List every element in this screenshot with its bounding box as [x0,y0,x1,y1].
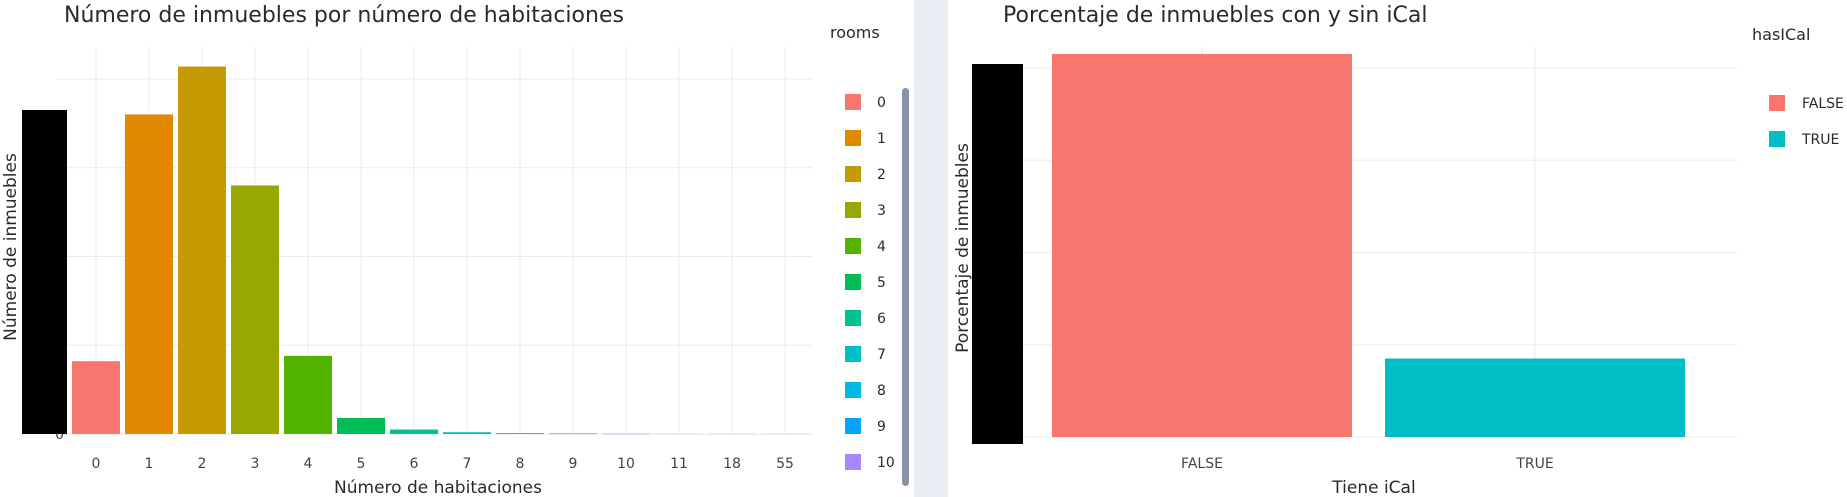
legend-swatch [845,238,861,254]
x-tick-label: 10 [617,456,635,472]
legend-label: 2 [877,167,886,183]
x-tick-label: 11 [670,456,688,472]
legend-item-7[interactable]: 7 [845,346,886,363]
legend-swatch [845,382,861,398]
legend-label: 0 [877,95,886,111]
x-axis-title: Tiene iCal [1331,478,1415,497]
bar-rooms-11[interactable] [655,433,703,435]
bar-rooms-18[interactable] [708,433,756,435]
legend-swatch [1769,95,1785,111]
bar-rooms-9[interactable] [549,433,597,435]
legend-swatch [1769,131,1785,147]
legend-swatch [845,94,861,110]
legend-label: 6 [877,311,886,327]
ical-chart: Porcentaje de inmuebles con y sin iCal F… [953,3,1844,497]
chart-title: Número de inmuebles por número de habita… [64,3,624,28]
x-tick-label: 2 [198,456,207,472]
legend-label: TRUE [1801,132,1839,148]
legend-label: 10 [877,455,895,471]
x-tick-label: 55 [776,456,794,472]
x-tick-labels: 0 1 2 3 4 5 6 7 8 9 10 11 18 55 [92,456,794,472]
legend-item-4[interactable]: 4 [845,238,886,255]
bar-rooms-2[interactable] [178,66,226,434]
x-tick-label: 18 [723,456,741,472]
bar-ical-TRUE[interactable] [1385,358,1685,437]
bar-rooms-4[interactable] [284,355,332,434]
x-tick-label: 9 [569,456,578,472]
legend-item-9[interactable]: 9 [845,418,886,435]
bar-rooms-5[interactable] [337,418,385,434]
bar-rooms-1[interactable] [125,114,173,435]
legend-item-2[interactable]: 2 [845,166,886,183]
bar-rooms-7[interactable] [443,432,491,434]
legend-title: hasICal [1752,25,1810,44]
legend-swatch [845,454,861,470]
legend-items: FALSE TRUE [1769,95,1844,148]
legend-swatch [845,346,861,362]
x-tick-label: 4 [304,456,313,472]
legend-swatch [845,166,861,182]
rooms-chart: Número de inmuebles por número de habita… [1,3,909,497]
bar-group [72,66,809,435]
y-axis-title: Porcentaje de inmuebles [953,143,973,353]
y-tick-labels: 0 [55,427,64,443]
bar-ical-FALSE[interactable] [1052,53,1352,438]
legend-item-5[interactable]: 5 [845,274,886,291]
legend-label: 4 [877,239,886,255]
legend-swatch [845,130,861,146]
legend-swatch [845,418,861,434]
bar-group [1052,53,1685,438]
legend-item-10[interactable]: 10 [845,454,895,471]
legend-item-1[interactable]: 1 [845,130,886,147]
legend-swatch [845,202,861,218]
legend-title: rooms [830,23,880,42]
y-axis-title: Número de inmuebles [1,153,21,341]
x-tick-label: 8 [516,456,525,472]
legend-item-8[interactable]: 8 [845,382,886,399]
x-tick-label: 5 [357,456,366,472]
bar-rooms-6[interactable] [390,429,438,434]
x-tick-label: 3 [251,456,260,472]
y-axis-redaction-block [22,110,67,434]
legend[interactable]: rooms 0 1 2 3 4 5 6 7 8 9 10 [830,23,895,471]
x-tick-label: 7 [463,456,472,472]
bar-rooms-8[interactable] [496,433,544,434]
legend-label: 1 [877,131,886,147]
x-tick-label: 0 [92,456,101,472]
chart-title: Porcentaje de inmuebles con y sin iCal [1003,3,1427,28]
legend-label: 3 [877,203,886,219]
bar-rooms-3[interactable] [231,185,279,434]
x-tick-label: 6 [410,456,419,472]
legend-item-6[interactable]: 6 [845,310,886,327]
panel-divider [914,0,948,497]
legend-swatch [845,274,861,290]
legend-label: 8 [877,383,886,399]
legend-item-TRUE[interactable]: TRUE [1769,131,1839,148]
legend-label: 5 [877,275,886,291]
bar-rooms-10[interactable] [602,433,650,435]
x-axis-title: Número de habitaciones [334,478,542,497]
y-tick-label: 0 [55,427,64,443]
x-tick-label: FALSE [1181,456,1223,472]
legend-label: 7 [877,347,886,363]
legend-label: 9 [877,419,886,435]
y-axis-redaction-block [972,64,1023,444]
legend[interactable]: hasICal FALSE TRUE [1752,25,1844,148]
legend-label: FALSE [1802,96,1844,112]
x-tick-label: 1 [145,456,154,472]
x-tick-label: TRUE [1515,456,1553,472]
legend-swatch [845,310,861,326]
bar-rooms-55[interactable] [761,433,809,435]
legend-item-3[interactable]: 3 [845,202,886,219]
legend-scrollbar[interactable] [902,88,909,486]
legend-item-FALSE[interactable]: FALSE [1769,95,1844,112]
bar-rooms-0[interactable] [72,361,120,434]
legend-items: 0 1 2 3 4 5 6 7 8 9 10 [845,94,895,471]
legend-item-0[interactable]: 0 [845,94,886,111]
x-tick-labels: FALSE TRUE [1181,456,1554,472]
